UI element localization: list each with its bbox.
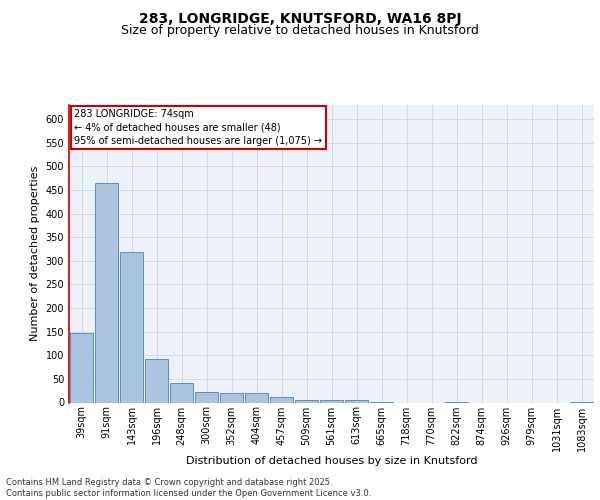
- Bar: [270, 398, 293, 402]
- Bar: [95, 183, 118, 402]
- Text: 283 LONGRIDGE: 74sqm
← 4% of detached houses are smaller (48)
95% of semi-detach: 283 LONGRIDGE: 74sqm ← 4% of detached ho…: [74, 110, 322, 146]
- Y-axis label: Number of detached properties: Number of detached properties: [30, 166, 40, 342]
- Bar: [145, 359, 168, 403]
- Bar: [170, 382, 193, 402]
- Bar: [195, 392, 218, 402]
- Bar: [345, 400, 368, 402]
- Text: Contains HM Land Registry data © Crown copyright and database right 2025.
Contai: Contains HM Land Registry data © Crown c…: [6, 478, 371, 498]
- Text: Size of property relative to detached houses in Knutsford: Size of property relative to detached ho…: [121, 24, 479, 37]
- Bar: [320, 400, 343, 402]
- Bar: [220, 393, 243, 402]
- Bar: [245, 393, 268, 402]
- X-axis label: Distribution of detached houses by size in Knutsford: Distribution of detached houses by size …: [186, 456, 477, 466]
- Bar: [120, 252, 143, 402]
- Bar: [295, 400, 318, 402]
- Bar: [70, 332, 93, 402]
- Text: 283, LONGRIDGE, KNUTSFORD, WA16 8PJ: 283, LONGRIDGE, KNUTSFORD, WA16 8PJ: [139, 12, 461, 26]
